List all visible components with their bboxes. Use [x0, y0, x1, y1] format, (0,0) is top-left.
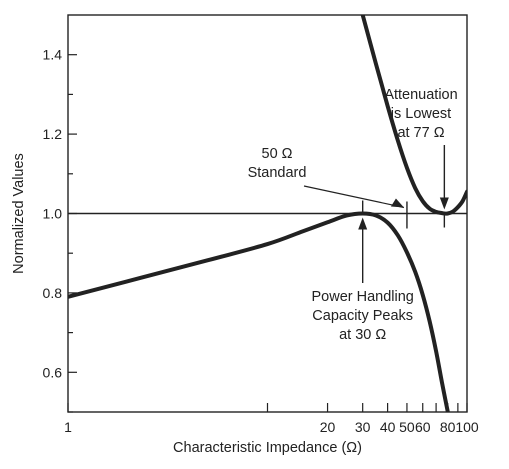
annotation-text: Standard [248, 165, 307, 181]
annotation-text: Attenuation [384, 87, 457, 103]
attenuation-curve [360, 15, 467, 216]
series-group [68, 15, 467, 412]
x-tick-label: 20 [320, 419, 336, 435]
arrow-head [439, 197, 449, 210]
x-tick-label: 1 [64, 419, 72, 435]
y-tick-label: 1.2 [43, 126, 63, 142]
x-tick-label: 50 [399, 419, 415, 435]
y-axis-title: Normalized Values [11, 153, 27, 274]
y-tick-label: 1.0 [43, 206, 63, 222]
x-tick-label: 60 [415, 419, 431, 435]
y-tick-label: 1.4 [43, 47, 63, 63]
arrow-head [390, 198, 404, 208]
power-handling-curve [68, 211, 450, 412]
arrow-head [358, 217, 368, 230]
annotations-group: 50 Ω Standard Attenuation is Lowest at 77 Ω P… [248, 87, 458, 343]
x-axis-title: Characteristic Impedance (Ω) [173, 440, 362, 456]
y-tick-label: 0.6 [43, 364, 63, 380]
annotation-text: Power Handling [311, 289, 413, 305]
annotation-leader [303, 185, 405, 209]
plot-area-frame [67, 14, 468, 413]
annotation-text: 50 Ω [262, 146, 293, 162]
annotation-text: at 77 Ω [397, 125, 444, 141]
x-tick-label: 40 [380, 419, 396, 435]
tick-labels: 1 20 30 40 50 60 80 100 0.6 0.8 1.0 1.2 1.4 [43, 47, 479, 435]
annotation-text: Capacity Peaks [312, 308, 413, 324]
annotation-text: is Lowest [391, 106, 451, 122]
x-tick-label: 80 [440, 419, 456, 435]
x-tick-label: 30 [355, 419, 371, 435]
x-tick-label: 100 [455, 419, 479, 435]
annotation-text: at 30 Ω [339, 327, 386, 343]
y-tick-label: 0.8 [43, 285, 63, 301]
